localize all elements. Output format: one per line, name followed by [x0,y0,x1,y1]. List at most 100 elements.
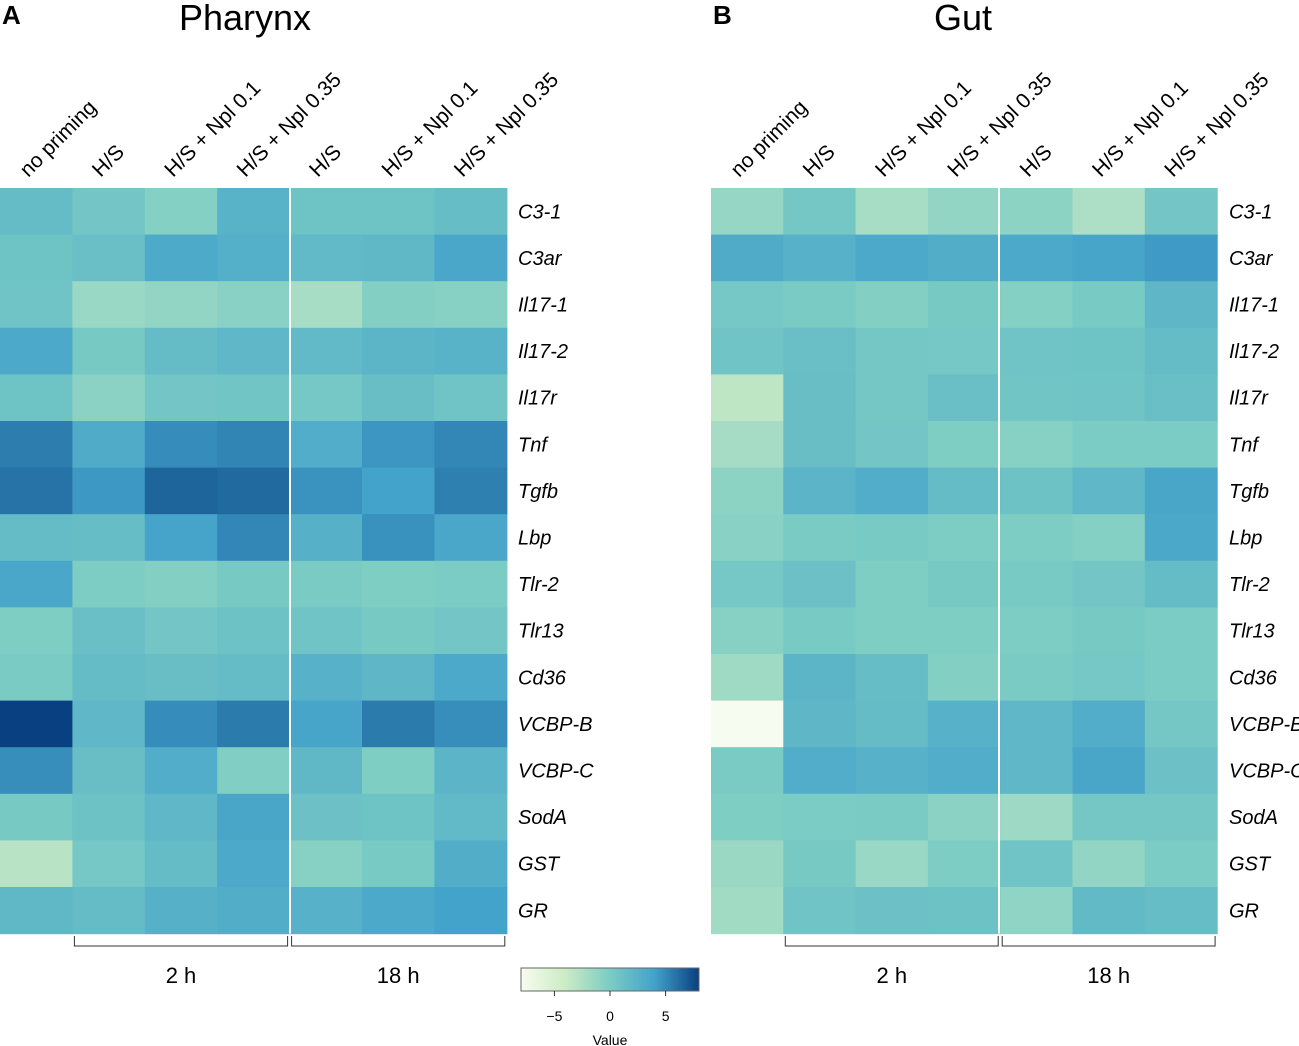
pharynx-column-label: H/S [88,141,129,182]
gut-cell-7-0 [711,514,784,562]
gut-column-label: H/S [799,141,840,182]
gut-cell-12-0 [711,747,784,795]
pharynx-cell-11-0 [0,700,73,748]
pharynx-cell-15-1 [72,887,146,935]
gut-cell-6-6 [1144,467,1218,515]
pharynx-cell-12-0 [0,747,73,795]
pharynx-cell-9-1 [72,607,146,655]
pharynx-cell-15-4 [289,887,363,935]
pharynx-group-bracket [73,936,289,947]
gut-cell-5-4 [1000,421,1074,469]
panel-b-letter: B [713,0,732,30]
gut-cell-8-1 [783,560,857,608]
pharynx-cell-13-1 [72,793,146,841]
gut-cell-9-0 [711,607,784,655]
pharynx-cell-14-2 [144,840,218,888]
gut-cell-2-0 [711,281,784,329]
gut-cell-14-3 [927,840,1001,888]
pharynx-cell-5-6 [434,421,508,469]
gut-cell-9-1 [783,607,857,655]
gut-cell-15-5 [1072,887,1146,935]
heatmap-pharynx: C3-1 C3ar Il17-1 Il17-2 Il17r Tnf Tgfb Lbp Tlr-2… [0,68,594,988]
pharynx-cell-12-4 [289,747,363,795]
gut-cell-7-5 [1072,514,1146,562]
gut-cell-11-3 [927,700,1001,748]
pharynx-cell-11-4 [289,700,363,748]
gut-cell-6-4 [1000,467,1074,515]
pharynx-cell-7-4 [289,514,363,562]
pharynx-cell-3-6 [434,327,508,375]
gut-cell-7-6 [1144,514,1218,562]
gut-cell-11-0 [711,700,784,748]
pharynx-cell-8-4 [289,560,363,608]
gut-cell-2-2 [855,281,929,329]
pharynx-cell-7-2 [144,514,218,562]
gut-cell-12-3 [927,747,1001,795]
gut-cell-3-6 [1144,327,1218,375]
pharynx-cell-10-4 [289,654,363,702]
gut-row-label: C3ar [1229,248,1274,270]
color-key-title: Value [593,1032,628,1046]
pharynx-row-label: GR [518,900,548,922]
gut-cell-10-6 [1144,654,1218,702]
pharynx-group-bracket [291,936,506,947]
pharynx-cell-4-5 [362,374,435,422]
gut-cell-0-5 [1072,188,1146,236]
pharynx-cell-3-1 [72,327,146,375]
gut-cell-3-4 [1000,327,1074,375]
gut-cell-4-4 [1000,374,1074,422]
gut-cell-5-1 [783,421,857,469]
gut-cell-13-4 [1000,793,1074,841]
gut-cell-4-0 [711,374,784,422]
pharynx-cell-8-3 [217,560,291,608]
pharynx-cell-1-4 [289,234,363,282]
gut-cell-7-3 [927,514,1001,562]
pharynx-cell-2-6 [434,281,508,329]
gut-cell-1-6 [1144,234,1218,282]
pharynx-cell-12-2 [144,747,218,795]
gut-cell-0-3 [927,188,1001,236]
pharynx-cell-8-2 [144,560,218,608]
gut-cell-2-4 [1000,281,1074,329]
gut-row-label: GR [1229,900,1259,922]
pharynx-cell-14-5 [362,840,435,888]
pharynx-cell-2-1 [72,281,146,329]
gut-cell-12-2 [855,747,929,795]
gut-cell-5-0 [711,421,784,469]
pharynx-cell-8-6 [434,560,508,608]
pharynx-cell-0-0 [0,188,73,236]
heatmap-gut: C3-1 C3ar Il17-1 Il17-2 Il17r Tnf Tgfb Lbp Tlr-2… [711,68,1299,988]
pharynx-cell-5-2 [144,421,218,469]
pharynx-cell-13-4 [289,793,363,841]
gut-row-label: Tgfb [1229,481,1269,503]
panel-a-title: Pharynx [179,0,311,38]
pharynx-cell-7-5 [362,514,435,562]
gut-cell-12-5 [1072,747,1146,795]
gut-cell-12-4 [1000,747,1074,795]
gut-cell-8-2 [855,560,929,608]
gut-cell-14-6 [1144,840,1218,888]
gut-cell-11-1 [783,700,857,748]
pharynx-cell-3-0 [0,327,73,375]
pharynx-cell-8-0 [0,560,73,608]
gut-row-label: Lbp [1229,528,1262,550]
gut-cell-15-0 [711,887,784,935]
gut-cell-2-5 [1072,281,1146,329]
gut-cell-5-3 [927,421,1001,469]
pharynx-cell-10-3 [217,654,291,702]
pharynx-cell-7-3 [217,514,291,562]
pharynx-cell-1-1 [72,234,146,282]
gut-row-label: VCBP-C [1229,761,1299,783]
gut-cell-1-2 [855,234,929,282]
pharynx-cell-5-1 [72,421,146,469]
pharynx-cell-4-4 [289,374,363,422]
gut-cell-1-0 [711,234,784,282]
pharynx-cell-6-6 [434,467,508,515]
pharynx-cell-12-5 [362,747,435,795]
pharynx-cell-5-4 [289,421,363,469]
gut-group-bracket [1001,936,1216,947]
gut-row-label: GST [1229,854,1272,876]
gut-cell-0-2 [855,188,929,236]
pharynx-cell-2-2 [144,281,218,329]
